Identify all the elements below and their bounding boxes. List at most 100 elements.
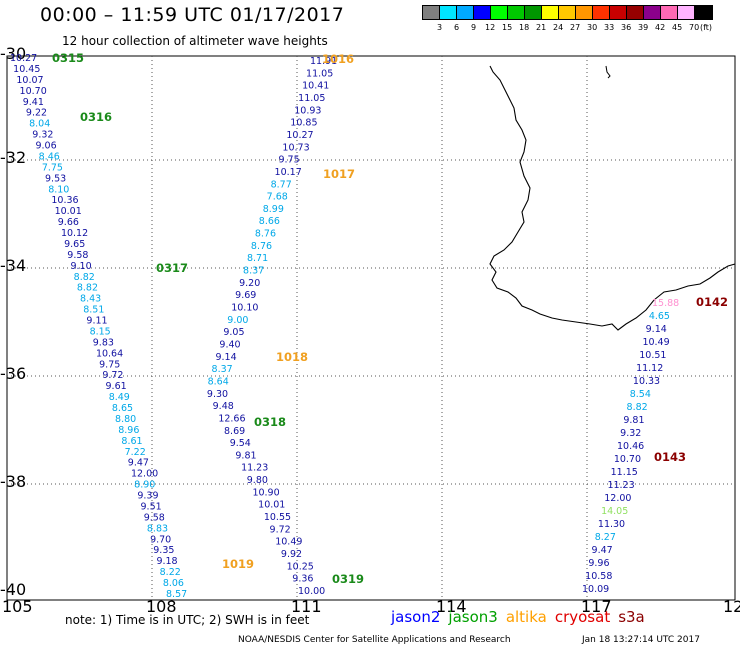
wave-height-value: 10.41 [302, 81, 329, 92]
wave-height-value: 11.30 [598, 519, 625, 530]
colorbar-unit: (ft) [700, 23, 713, 32]
wave-height-value: 9.30 [207, 389, 228, 400]
wave-height-value: 8.83 [147, 523, 168, 534]
colorbar-tick-label: 27 [570, 23, 581, 32]
wave-height-value: 11.15 [611, 467, 638, 478]
colorbar-swatch [457, 6, 474, 19]
pass-time-label: 0319 [332, 572, 364, 586]
wave-height-value: 9.58 [144, 512, 165, 523]
wave-height-value: 8.80 [115, 414, 136, 425]
colorbar-swatch [695, 6, 712, 19]
wave-height-value: 11.91 [310, 56, 337, 67]
wave-height-value: 10.70 [614, 454, 641, 465]
credit-line: NOAA/NESDIS Center for Satellite Applica… [238, 635, 511, 645]
generated-timestamp: Jan 18 13:27:14 UTC 2017 [582, 635, 700, 645]
wave-height-value: 9.65 [64, 239, 85, 250]
wave-height-value: 8.51 [83, 305, 104, 316]
wave-height-value: 9.14 [215, 352, 236, 363]
longitude-label: 108 [146, 597, 177, 616]
colorbar-swatch [440, 6, 457, 19]
wave-height-value: 10.70 [20, 86, 47, 97]
satellite-legend: jason2 jason3 altika cryosat s3a [391, 608, 653, 626]
wave-height-value: 10.93 [294, 105, 321, 116]
wave-height-value: 8.06 [163, 578, 184, 589]
colorbar-tick-label: 33 [604, 23, 615, 32]
map-frame [6, 55, 736, 601]
wave-height-value: 10.01 [55, 206, 82, 217]
colorbar-tick-label: 6 [454, 23, 460, 32]
wave-height-value: 10.49 [275, 537, 302, 548]
wave-height-value: 9.00 [227, 315, 248, 326]
wave-height-value: 10.27 [10, 53, 37, 64]
colorbar-tick-label: 24 [553, 23, 564, 32]
colorbar-tick-label: 21 [536, 23, 547, 32]
wave-height-value: 9.22 [26, 108, 47, 119]
wave-height-value: 9.10 [70, 261, 91, 272]
wave-height-value: 8.71 [247, 253, 268, 264]
wave-height-value: 9.47 [128, 458, 149, 469]
wave-height-value: 9.75 [99, 359, 120, 370]
wave-height-value: 8.37 [212, 364, 233, 375]
wave-height-value: 12.00 [131, 469, 158, 480]
wave-height-value: 9.18 [156, 556, 177, 567]
wave-height-value: 9.47 [592, 545, 613, 556]
wave-height-value: 10.51 [639, 350, 666, 361]
wave-height-value: 7.75 [42, 162, 63, 173]
colorbar-swatch [593, 6, 610, 19]
wave-height-value: 10.55 [264, 512, 291, 523]
latitude-label: -40 [0, 580, 26, 599]
legend-item-jason2: jason2 [391, 608, 441, 626]
wave-height-value: 9.11 [86, 316, 107, 327]
wave-height-value: 7.22 [125, 447, 146, 458]
wave-height-value: 8.69 [224, 426, 245, 437]
wave-height-value: 11.12 [636, 363, 663, 374]
wave-height-value: 9.81 [235, 450, 256, 461]
wave-height-value: 9.80 [247, 475, 268, 486]
wave-height-value: 9.40 [219, 339, 240, 350]
wave-height-value: 9.72 [102, 370, 123, 381]
wave-height-value: 10.00 [298, 586, 325, 597]
pass-time-label: 0142 [696, 295, 728, 309]
colorbar-tick-label: 36 [621, 23, 632, 32]
wave-height-value: 11.23 [241, 463, 268, 474]
wave-height-value: 8.15 [90, 326, 111, 337]
longitude-label: 105 [2, 597, 33, 616]
wave-height-value: 9.96 [588, 558, 609, 569]
wave-height-value: 14.05 [601, 506, 628, 517]
colorbar-tick-label: 9 [471, 23, 477, 32]
longitude-label: 114 [436, 597, 467, 616]
wave-height-value: 8.46 [39, 151, 60, 162]
colorbar-swatch [627, 6, 644, 19]
legend-item-cryosat: cryosat [554, 608, 611, 626]
colorbar-swatch [559, 6, 576, 19]
wave-height-value: 10.85 [290, 118, 317, 129]
wave-height-value: 10.45 [13, 64, 40, 75]
pass-time-label: 0143 [654, 450, 686, 464]
colorbar-swatch [525, 6, 542, 19]
colorbar-swatch [661, 6, 678, 19]
wave-height-value: 8.04 [29, 119, 50, 130]
wave-height-value: 9.39 [137, 491, 158, 502]
longitude-label: 111 [291, 597, 322, 616]
map-grid [7, 56, 735, 600]
units-note: note: 1) Time is in UTC; 2) SWH is in fe… [65, 613, 310, 627]
wave-height-value: 9.70 [150, 534, 171, 545]
wave-height-value: 9.54 [230, 438, 251, 449]
colorbar-tick-label: 45 [672, 23, 683, 32]
wave-height-value: 8.82 [627, 402, 648, 413]
wave-height-value: 9.51 [141, 501, 162, 512]
latitude-label: -32 [0, 148, 26, 167]
wave-height-value: 8.76 [251, 241, 272, 252]
wave-height-value: 8.96 [118, 425, 139, 436]
colorbar-tick-label: 70 [689, 23, 700, 32]
pass-time-label: 1018 [276, 350, 308, 364]
wave-height-value: 9.36 [292, 574, 313, 585]
wave-height-value: 8.64 [208, 376, 229, 387]
pass-time-labels: 0315 0316 0317 0318 0319 1016 1017 1018 1019 0142… [52, 51, 728, 586]
wave-height-value: 8.37 [243, 266, 264, 277]
wave-height-value: 15.88 [652, 298, 679, 309]
colorbar-tick-label: 18 [519, 23, 530, 32]
wave-height-value: 10.64 [96, 348, 123, 359]
wave-height-value: 8.82 [77, 283, 98, 294]
